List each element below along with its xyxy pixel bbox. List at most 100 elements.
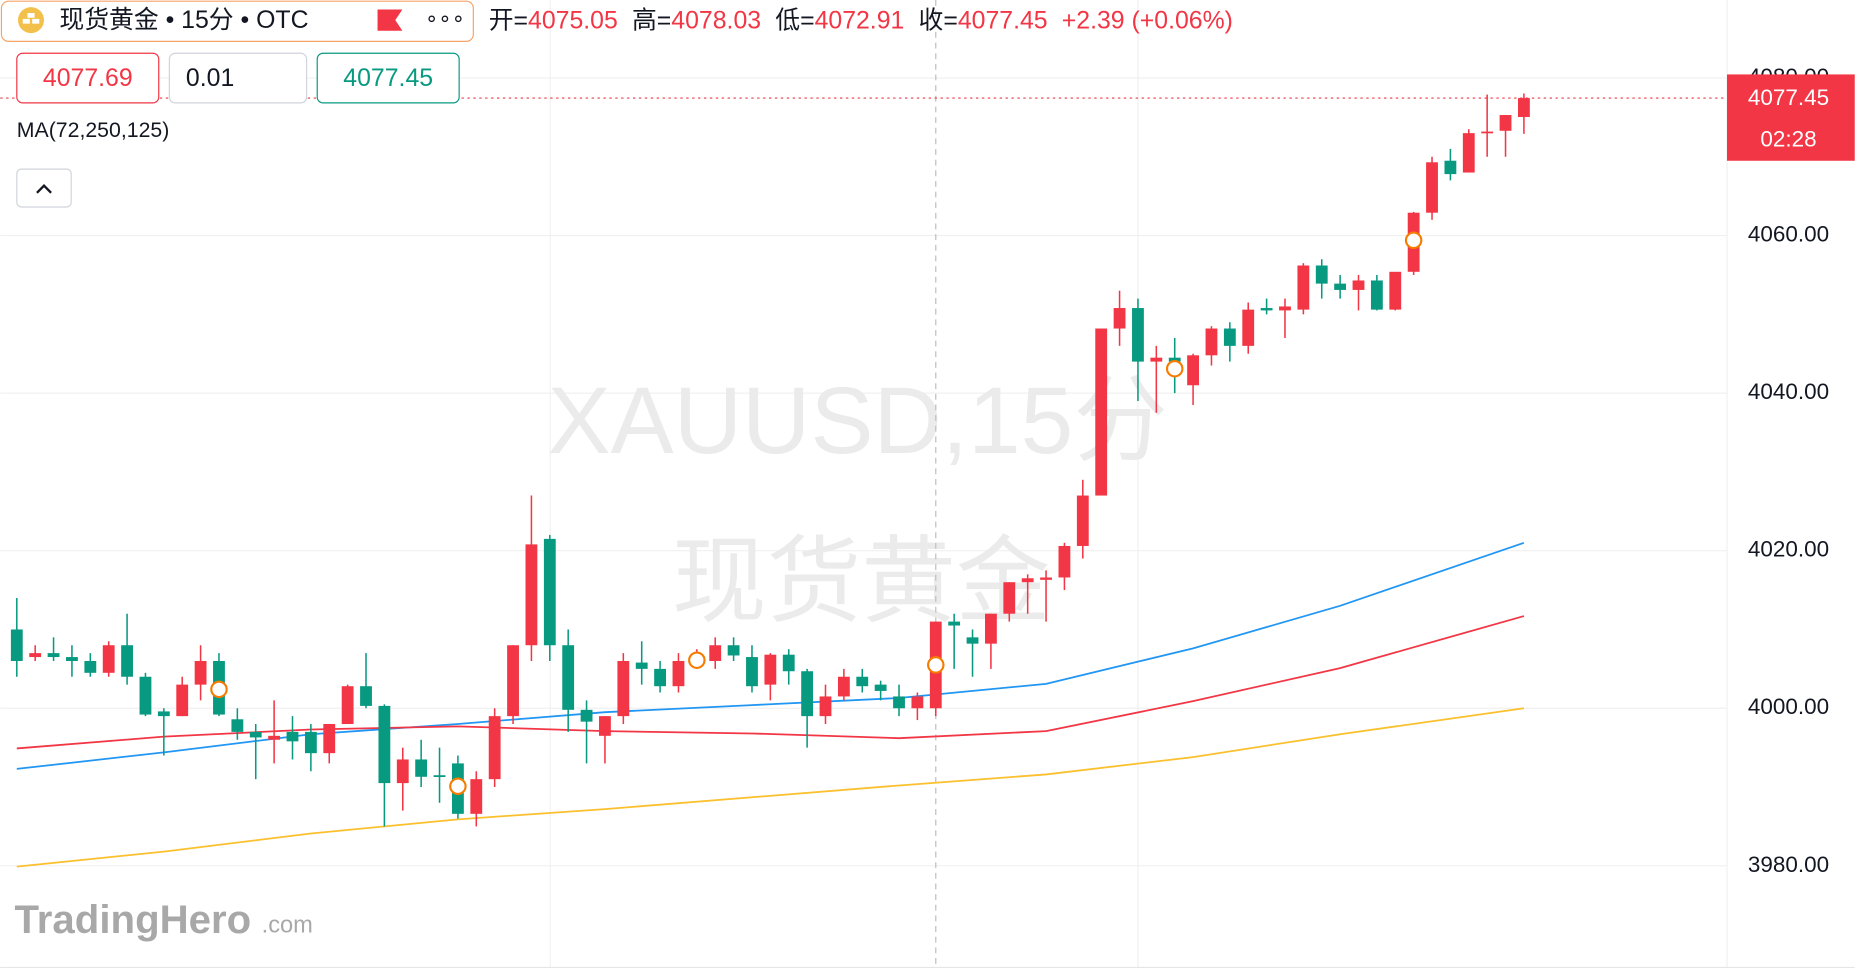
candle-body bbox=[10, 629, 23, 661]
candle-body bbox=[966, 637, 979, 644]
candle-body bbox=[654, 668, 666, 687]
price-tag-value: 4077.45 bbox=[1748, 85, 1829, 110]
event-marker bbox=[927, 656, 945, 674]
candle-body bbox=[121, 645, 133, 677]
candle-body bbox=[341, 686, 354, 725]
event-marker bbox=[449, 777, 467, 796]
watermark: XAUUSD,15分 bbox=[548, 368, 1168, 474]
candle-body bbox=[1095, 328, 1108, 496]
event-marker bbox=[1165, 359, 1184, 378]
candle-body bbox=[1462, 133, 1475, 173]
event-marker bbox=[688, 651, 706, 669]
price-tag bbox=[1727, 74, 1855, 161]
candle-body bbox=[801, 671, 814, 717]
ohlc-label: 收= bbox=[919, 6, 958, 34]
candle-body bbox=[47, 653, 60, 658]
moving-average bbox=[16, 541, 1525, 770]
candle-body bbox=[543, 538, 556, 646]
ohlc-value: 4072.91 bbox=[815, 7, 905, 34]
ohlc: 开=4075.05 高=4078.03 低=4072.91 收=4077.45 +2.3… bbox=[489, 6, 1233, 34]
symbol-box[interactable] bbox=[0, 0, 474, 42]
countdown: 02:28 bbox=[1760, 127, 1816, 152]
candle-body bbox=[911, 696, 924, 709]
candle-body bbox=[1150, 357, 1163, 362]
ohlc-value: 4075.05 bbox=[528, 7, 618, 34]
ohlc-label: 开= bbox=[489, 7, 528, 34]
moving-average bbox=[16, 707, 1525, 868]
candle-body bbox=[856, 676, 869, 687]
candle-body bbox=[360, 686, 372, 706]
chevron-icon bbox=[36, 184, 52, 194]
candle-body bbox=[709, 645, 722, 661]
collapse-button[interactable] bbox=[16, 168, 72, 208]
candle-body bbox=[1021, 578, 1034, 583]
sell-button[interactable] bbox=[16, 52, 160, 104]
candle-body bbox=[29, 653, 42, 658]
candle-body bbox=[1058, 545, 1071, 578]
y-tick-label: 4020.00 bbox=[1748, 537, 1829, 562]
candle-body bbox=[66, 657, 78, 661]
candle-body bbox=[1003, 582, 1016, 614]
y-tick-label: 4000.00 bbox=[1748, 694, 1829, 719]
buy-button[interactable] bbox=[316, 52, 460, 104]
candle-body bbox=[1260, 308, 1273, 311]
brand-name: TradingHero bbox=[14, 897, 251, 942]
candle-body bbox=[304, 731, 317, 754]
y-tick-label: 3980.00 bbox=[1748, 852, 1829, 877]
candle-body bbox=[525, 544, 538, 646]
candle-body bbox=[286, 731, 299, 742]
candle-body bbox=[231, 719, 244, 732]
moving-average bbox=[16, 615, 1525, 750]
candle-body bbox=[599, 716, 611, 736]
candle-body bbox=[1132, 308, 1144, 362]
ohlc-change: +2.39 (+0.06%) bbox=[1062, 7, 1233, 34]
candle-body bbox=[1297, 265, 1310, 310]
icon-bar bbox=[27, 13, 35, 18]
candle-body bbox=[378, 705, 391, 784]
candle-body bbox=[672, 660, 685, 687]
candle-body bbox=[1279, 306, 1291, 311]
candle-body bbox=[176, 684, 189, 717]
candle-body bbox=[194, 660, 207, 685]
y-tick-label: 4060.00 bbox=[1748, 221, 1829, 246]
ohlc-label: 低= bbox=[775, 6, 814, 34]
candle-body bbox=[874, 684, 887, 691]
candle-body bbox=[1426, 162, 1438, 213]
icon-bar bbox=[22, 18, 30, 24]
grid bbox=[0, 0, 1728, 968]
symbol-icon bbox=[18, 7, 45, 34]
candle-body bbox=[396, 759, 409, 784]
candle-body bbox=[782, 654, 795, 672]
candle-body bbox=[1242, 309, 1255, 346]
ohlc-label: 高= bbox=[632, 6, 671, 34]
symbol-name: 现货黄金 • 15分 • OTC bbox=[59, 6, 308, 34]
candle-body bbox=[1040, 577, 1052, 580]
candle-body bbox=[1205, 328, 1218, 356]
candle-body bbox=[1444, 160, 1457, 175]
candle-body bbox=[1076, 495, 1089, 546]
quantity: 0.01 bbox=[186, 65, 234, 92]
ohlc-value: 4078.03 bbox=[671, 7, 761, 34]
candle-body bbox=[1168, 357, 1181, 362]
y-axis: 3980.004000.004020.004040.004060.004080.… bbox=[1748, 64, 1829, 877]
candle-body bbox=[488, 716, 501, 780]
candle-body bbox=[415, 759, 428, 777]
candle-body bbox=[1315, 265, 1328, 284]
candle-body bbox=[323, 724, 336, 754]
candle-body bbox=[1370, 280, 1383, 310]
candle-body bbox=[1389, 271, 1402, 310]
brand-suffix: .com bbox=[262, 912, 313, 938]
candle-body bbox=[249, 731, 262, 738]
candle-body bbox=[268, 735, 281, 740]
candle-body bbox=[507, 645, 519, 717]
candle-body bbox=[984, 613, 997, 644]
quantity-input[interactable] bbox=[168, 52, 308, 104]
candle-body bbox=[1113, 308, 1126, 329]
y-tick-label: 4040.00 bbox=[1748, 379, 1829, 404]
candle-body bbox=[819, 696, 832, 717]
candle-body bbox=[562, 645, 575, 710]
more-button[interactable]: ∘∘∘ bbox=[425, 7, 465, 31]
sell-price: 4077.69 bbox=[43, 65, 133, 92]
